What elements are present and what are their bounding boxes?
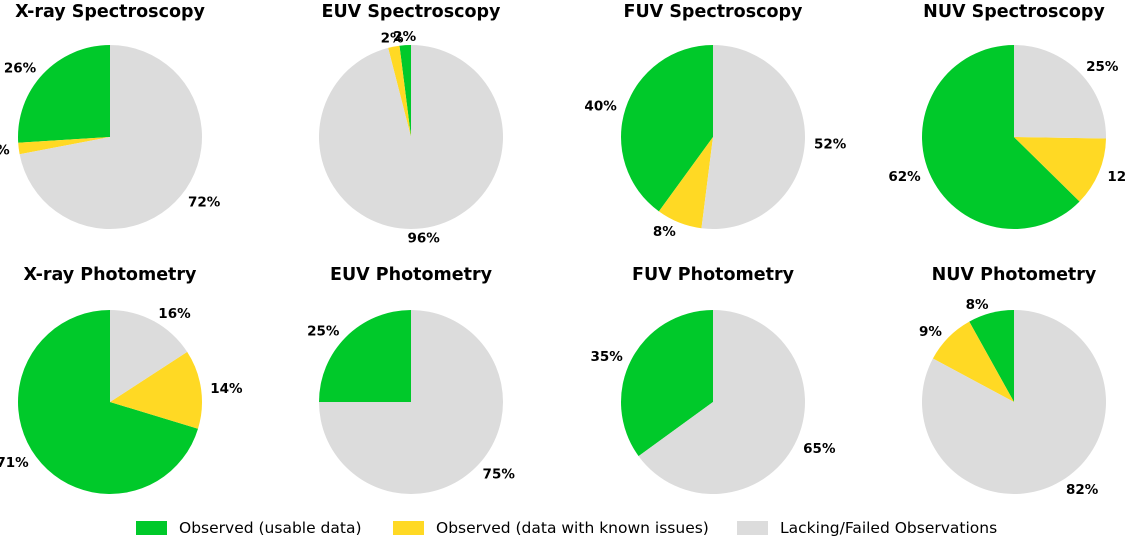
pie-nuv-spectroscopy: NUV Spectroscopy 62% 12% 25%: [888, 2, 1125, 230]
slice-label: 71%: [0, 455, 29, 471]
pie-slice-lacking-failed-observations: [701, 45, 805, 229]
pie-slice-observed-usable-data: [922, 45, 1080, 230]
slice-label: 40%: [584, 99, 617, 115]
chart-title: NUV Photometry: [932, 265, 1097, 285]
slice-label: 75%: [483, 467, 516, 483]
chart-title: EUV Photometry: [330, 265, 493, 285]
pie-slice-observed-data-with-known-issues: [388, 45, 411, 137]
pie-slice-observed-data-with-known-issues: [110, 351, 202, 429]
pie-slice-observed-usable-data: [319, 310, 411, 402]
pie-slice-lacking-failed-observations: [638, 310, 805, 494]
pie-charts: X-ray Spectroscopy 26% 2% 72% EUV Spectrosco…: [0, 2, 1125, 498]
legend-swatch: [393, 521, 424, 535]
legend: Observed (usable data) Observed (data wit…: [136, 519, 997, 537]
pie-slice-observed-usable-data: [399, 45, 411, 137]
pie-slice-observed-data-with-known-issues: [932, 321, 1014, 402]
pie-x-ray-photometry: X-ray Photometry 71% 14% 16%: [0, 265, 243, 494]
pie-slice-observed-usable-data: [969, 310, 1014, 402]
pie-slice-observed-usable-data: [621, 310, 713, 457]
pie-slice-observed-data-with-known-issues: [1014, 137, 1106, 202]
legend-item-lacking-failed-observations: Lacking/Failed Observations: [737, 519, 997, 537]
legend-swatch: [737, 521, 768, 535]
legend-swatch: [136, 521, 167, 535]
slice-label: 8%: [966, 297, 989, 313]
slice-label: 12%: [1107, 169, 1125, 185]
slice-label: 8%: [653, 224, 676, 240]
slice-label: 65%: [803, 441, 836, 457]
pie-slice-lacking-failed-observations: [110, 310, 188, 402]
pie-slice-observed-usable-data: [17, 310, 199, 494]
slice-label: 25%: [307, 323, 340, 339]
pie-fuv-spectroscopy: FUV Spectroscopy 40% 8% 52%: [584, 2, 846, 240]
pie-slice-lacking-failed-observations: [922, 310, 1107, 494]
pie-euv-photometry: EUV Photometry 25% 75%: [307, 265, 515, 494]
chart-title: EUV Spectroscopy: [322, 2, 502, 22]
pie-euv-spectroscopy: EUV Spectroscopy 2%2% 96%: [319, 2, 503, 246]
legend-item-observed-data-with-known-issues: Observed (data with known issues): [393, 519, 709, 537]
slice-label: 72%: [188, 195, 221, 211]
chart-title: X-ray Spectroscopy: [15, 2, 205, 22]
pie-slice-observed-usable-data: [17, 45, 110, 143]
slice-label: 52%: [814, 136, 847, 152]
pie-slice-observed-data-with-known-issues: [658, 137, 713, 229]
slice-label: 14%: [210, 381, 243, 397]
chart-title: FUV Spectroscopy: [624, 2, 804, 22]
pie-slice-lacking-failed-observations: [1014, 45, 1106, 139]
chart-title: X-ray Photometry: [24, 265, 198, 285]
legend-item-observed-usable-data: Observed (usable data): [136, 519, 362, 537]
pie-slice-observed-data-with-known-issues: [18, 137, 110, 155]
slice-label: 2%: [381, 31, 404, 47]
slice-label: 82%: [1066, 482, 1099, 498]
slice-label: 62%: [888, 169, 921, 185]
slice-label: 26%: [4, 61, 37, 77]
slice-label: 96%: [408, 230, 441, 246]
pie-slice-observed-usable-data: [621, 45, 713, 212]
legend-label: Lacking/Failed Observations: [780, 519, 997, 537]
pie-fuv-photometry: FUV Photometry 35% 65%: [591, 265, 836, 494]
pie-slice-lacking-failed-observations: [19, 45, 202, 229]
chart-title: NUV Spectroscopy: [923, 2, 1105, 22]
pie-nuv-photometry: NUV Photometry 8% 9% 82%: [919, 265, 1107, 498]
pie-slice-lacking-failed-observations: [319, 45, 503, 229]
legend-label: Observed (usable data): [179, 519, 362, 537]
slice-label: 35%: [591, 349, 624, 365]
pie-x-ray-spectroscopy: X-ray Spectroscopy 26% 2% 72%: [0, 2, 221, 229]
slice-label: 2%: [393, 29, 416, 45]
slice-label: 9%: [919, 324, 942, 340]
slice-label: 16%: [158, 306, 191, 322]
pie-slice-lacking-failed-observations: [319, 310, 503, 494]
chart-title: FUV Photometry: [632, 265, 795, 285]
legend-label: Observed (data with known issues): [436, 519, 709, 537]
slice-label: 2%: [0, 143, 10, 159]
slice-label: 25%: [1086, 59, 1119, 75]
